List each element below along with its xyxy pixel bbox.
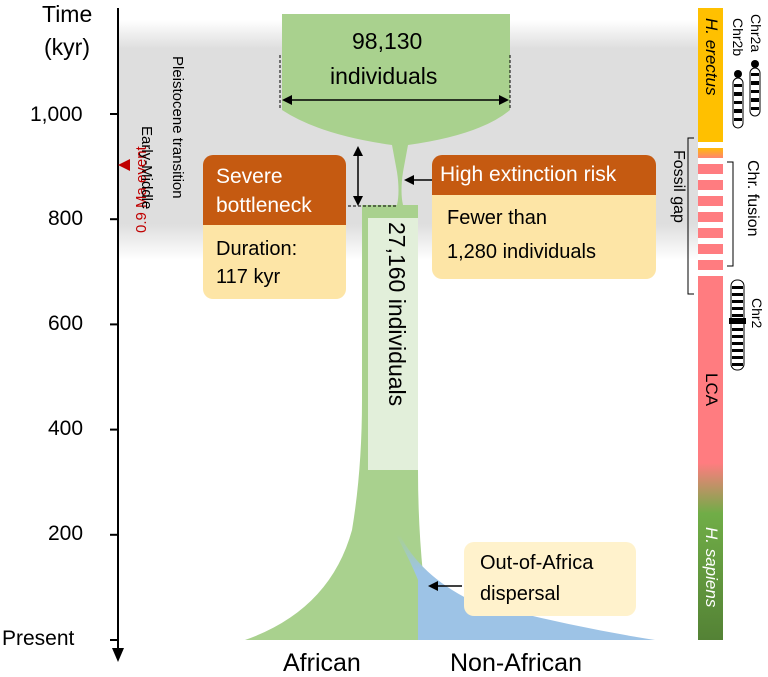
fossil-gap-stripe (698, 174, 723, 180)
tick-label-200: 200 (48, 522, 84, 545)
african-label: African (283, 649, 361, 677)
chr2b-label: Chr2b (730, 18, 746, 57)
chromosome-band (732, 328, 743, 331)
duration-arrow-top-head (353, 146, 363, 156)
dispersal-line2: dispersal (480, 583, 561, 605)
dispersal-arrow-head (428, 581, 438, 591)
fossil-gap-stripe (698, 254, 723, 260)
chr2b-chromosome-icon (732, 70, 744, 129)
transition-label-line1: Early-Middle (138, 126, 155, 210)
risk-body-line2: 1,280 individuals (447, 241, 596, 263)
tick-label-1000: 1,000 (30, 103, 83, 126)
fossil-gap-stripe (698, 238, 723, 244)
fossil-gap-stripe (698, 190, 723, 196)
risk-box-header (432, 155, 656, 195)
bottleneck-duration-label: Duration: (216, 238, 298, 260)
chr2a-label: Chr2a (748, 14, 764, 53)
lca-label: LCA (702, 373, 721, 407)
chr2-chromosome-icon (729, 279, 746, 371)
fossil-gap-bracket (687, 137, 694, 295)
chromosome-band (732, 314, 743, 317)
risk-body-line1: Fewer than (447, 207, 548, 229)
h-erectus-label: H. erectus (702, 18, 721, 96)
h-sapiens-label: H. sapiens (702, 527, 721, 608)
risk-box-body (432, 195, 656, 279)
tick-label-800: 800 (48, 207, 84, 230)
bottleneck-title-line1: Severe (216, 165, 283, 188)
chromosome-band (732, 300, 743, 303)
top-population-count: 98,130 (352, 28, 423, 54)
chromosome-band (732, 349, 743, 352)
bottleneck-duration-value: 117 kyr (216, 266, 281, 288)
chromosome-band (732, 342, 743, 345)
chr-fusion-label: Chr. fusion (744, 160, 761, 237)
chromosome-band (732, 335, 743, 338)
ma-event-marker (118, 159, 130, 171)
bottleneck-box-body (203, 225, 346, 299)
lineage-bar (698, 8, 723, 640)
tick-label-400: 400 (48, 417, 84, 440)
non-african-population-shape (396, 535, 655, 640)
fossil-gap-stripe (698, 206, 723, 212)
fossil-gap-stripe (698, 270, 723, 276)
tick-label-600: 600 (48, 312, 84, 335)
centromere (729, 318, 746, 324)
axis-unit: (kyr) (44, 34, 90, 60)
width-arrow-left-head (282, 95, 292, 105)
bottleneck-title-line2: bottleneck (216, 194, 312, 217)
fossil-gap-stripe (698, 158, 723, 164)
non-african-label: Non-African (450, 649, 582, 677)
fossil-gap-label: Fossil gap (670, 150, 687, 223)
chromosome-band (732, 286, 743, 289)
fossil-gap-stripe (698, 222, 723, 228)
neck-label-panel (368, 218, 418, 470)
axis-title: Time (42, 1, 93, 27)
chr2-label: Chr2 (749, 298, 765, 329)
transition-label-line2: Pleistocene transition (169, 56, 186, 199)
risk-arrow-head (404, 175, 414, 185)
duration-arrow-bottom-head (353, 196, 363, 206)
dispersal-line1: Out-of-Africa (480, 552, 594, 574)
chromosome-band (732, 363, 743, 366)
fossil-gap-stripe (698, 142, 723, 148)
tick-label-present: Present (2, 627, 75, 650)
width-arrow-right-head (499, 95, 509, 105)
bottleneck-box-header (203, 155, 346, 225)
chromosome-band (732, 307, 743, 310)
chromosome-band (732, 356, 743, 359)
fossil-gap-stripes (698, 142, 723, 276)
time-axis-arrowhead (112, 648, 124, 662)
dispersal-box (464, 542, 636, 616)
neck-population-label: 27,160 individuals (384, 222, 410, 407)
risk-title: High extinction risk (440, 163, 617, 186)
chr-fusion-bracket (727, 161, 734, 267)
chr2a-chromosome-icon (749, 60, 761, 117)
chromosome-band (732, 293, 743, 296)
time-axis-ticks (110, 113, 118, 641)
top-population-unit: individuals (330, 63, 438, 89)
